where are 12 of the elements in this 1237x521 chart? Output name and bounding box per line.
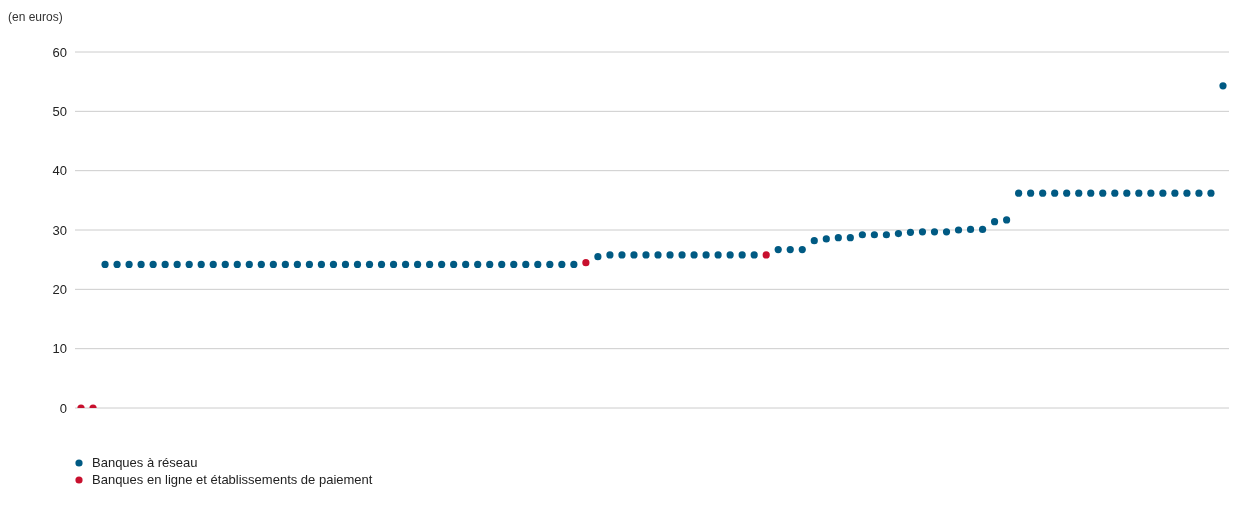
legend-label: Banques en ligne et établissements de paiement — [92, 471, 373, 488]
point — [582, 259, 590, 267]
y-tick-label: 0 — [59, 400, 67, 416]
y-tick-label: 10 — [52, 341, 67, 357]
y-tick-label: 30 — [52, 222, 67, 238]
y-tick-label: 50 — [52, 103, 67, 119]
y-tick-label: 20 — [52, 281, 67, 297]
y-tick-label: 40 — [52, 163, 67, 179]
y-axis-title: (en euros) — [8, 10, 63, 24]
legend-label: Banques à réseau — [92, 454, 198, 471]
y-tick-label: 60 — [52, 44, 67, 60]
point — [762, 251, 770, 259]
